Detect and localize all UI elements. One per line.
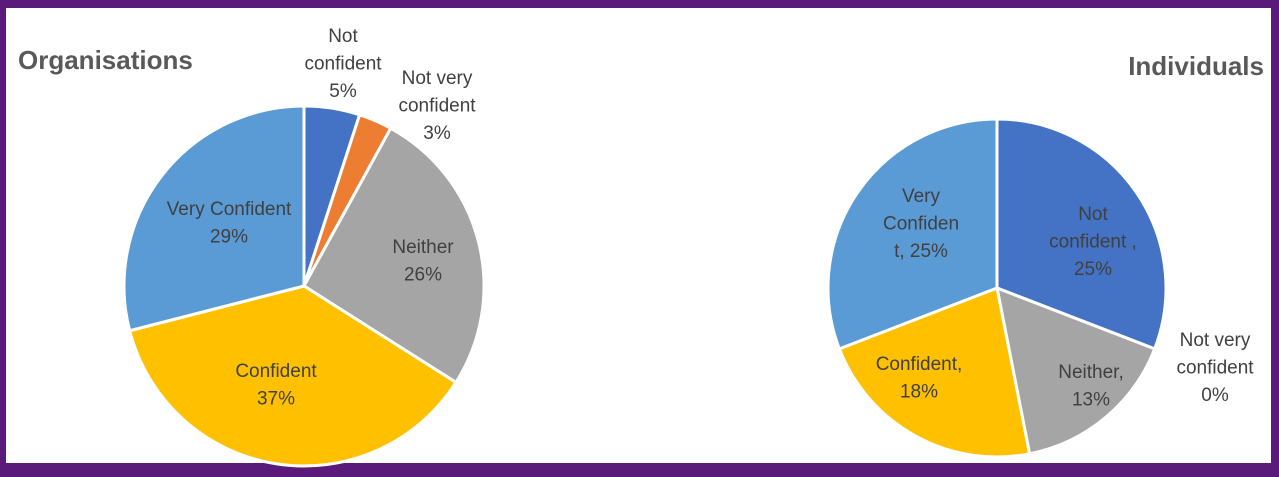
pie-slice-confident (128, 284, 458, 468)
data-label-line: Very (902, 186, 941, 207)
pie-slice-neither (302, 126, 486, 384)
data-label-line: 13% (1072, 390, 1110, 411)
data-label-line: Not (328, 26, 358, 47)
data-label-neither: Neither 26% (392, 237, 454, 286)
data-label-confident: Confident 37% (235, 361, 317, 410)
individuals-title: Individuals (1128, 51, 1264, 81)
individuals-pie: Not confident , 25% Not very confident 0% Neit… (826, 117, 1254, 459)
data-label-line: Not very (402, 68, 473, 89)
pie-slice-very-confident (826, 117, 999, 351)
data-label-very-confident: Very Confiden t, 25% (883, 186, 959, 262)
data-label-line: Very Confident (167, 199, 292, 220)
data-label-confident: Confident, 18% (876, 354, 963, 403)
organisations-title: Organisations (18, 45, 193, 75)
data-label-line: 0% (1201, 385, 1229, 406)
data-label-line: Confiden (883, 214, 959, 235)
organisations-pie: Not confident 5% Not very confident 3% Neither… (122, 26, 486, 468)
data-label-line: 26% (404, 265, 442, 286)
data-label-not-very-confident: Not very confident 0% (1176, 330, 1254, 406)
data-label-line: t, 25% (894, 241, 948, 262)
data-label-neither: Neither, 13% (1058, 362, 1123, 411)
data-label-not-confident: Not confident 5% (304, 26, 382, 102)
data-label-line: 29% (210, 227, 248, 248)
data-label-line: 5% (329, 81, 357, 102)
data-label-line: Neither (392, 237, 454, 258)
data-label-line: Confident (235, 361, 317, 382)
data-label-line: Not (1078, 204, 1108, 225)
pie-slice-not-confident (995, 117, 1168, 351)
pie-slice-neither (995, 286, 1157, 456)
pie-slice-very-confident (122, 104, 306, 333)
data-label-not-very-confident: Not very confident 3% (398, 68, 476, 144)
data-label-line: Confident, (876, 354, 963, 375)
data-label-line: 25% (1074, 259, 1112, 280)
data-label-line: 37% (257, 389, 295, 410)
data-label-line: confident , (1049, 232, 1137, 253)
data-label-line: confident (1176, 358, 1254, 379)
data-label-line: Neither, (1058, 362, 1123, 383)
pie-slice-confident (837, 286, 1032, 459)
data-label-line: Not very (1180, 330, 1251, 351)
data-label-line: 3% (423, 123, 451, 144)
data-label-very-confident: Very Confident 29% (167, 199, 292, 248)
data-label-line: 18% (900, 382, 938, 403)
data-label-not-confident: Not confident , 25% (1049, 204, 1137, 280)
data-label-line: confident (304, 54, 382, 75)
data-label-line: confident (398, 96, 476, 117)
